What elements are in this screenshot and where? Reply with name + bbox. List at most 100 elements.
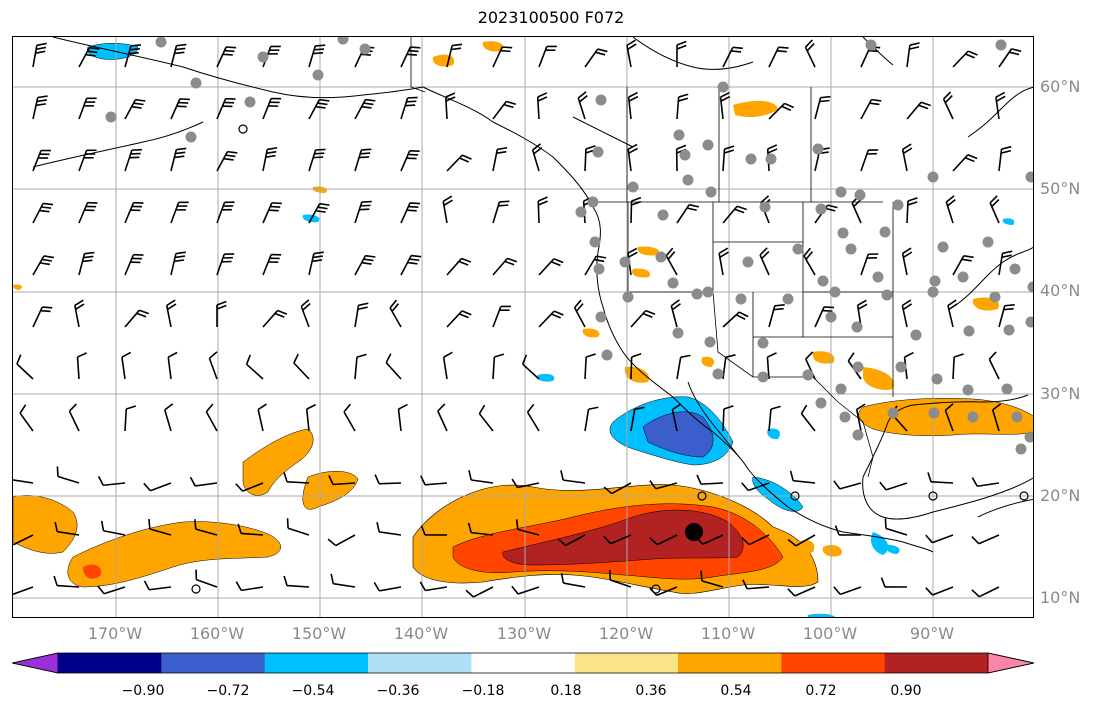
wind-barb xyxy=(240,532,264,536)
wind-barb-feather xyxy=(631,352,642,358)
wind-barb xyxy=(208,358,218,380)
station-dot xyxy=(829,286,841,298)
wind-barb-feather xyxy=(991,198,1000,208)
wind-barb-feather xyxy=(391,303,400,312)
station-dot xyxy=(595,94,607,106)
wind-barb-feather xyxy=(265,154,276,159)
wind-barb-feather xyxy=(35,103,47,107)
wind-barb-feather xyxy=(271,202,282,205)
wind-barb-feather xyxy=(965,53,975,59)
wind-barb-feather xyxy=(667,251,676,260)
wind-barb-feather xyxy=(804,39,813,48)
wind-barb-feather xyxy=(227,150,238,154)
wind-barb-feather xyxy=(452,43,463,47)
lat-label-30n: 30°N xyxy=(1040,384,1081,403)
wind-barb xyxy=(57,475,80,484)
wind-barb xyxy=(839,482,862,490)
colorbar-outline xyxy=(12,652,1035,674)
wind-barb-feather xyxy=(686,207,697,212)
station-dot xyxy=(817,275,829,287)
wind-barb-feather xyxy=(53,575,58,586)
wind-barb-feather xyxy=(781,105,792,112)
wind-barb-feather xyxy=(627,143,638,150)
wind-barb-feather xyxy=(847,352,855,362)
station-dot xyxy=(865,39,877,51)
wind-barb xyxy=(397,409,402,432)
station-dot xyxy=(854,189,866,201)
wind-barb-feather xyxy=(19,404,27,414)
station-dot xyxy=(852,361,864,373)
wind-barb-feather xyxy=(533,147,543,155)
wind-barb-feather xyxy=(385,353,392,364)
wind-barb-feather xyxy=(274,312,285,318)
wind-barb xyxy=(584,409,590,432)
wind-barb xyxy=(795,534,816,547)
wind-barb-feather xyxy=(767,148,778,154)
wind-barb-feather xyxy=(907,201,918,206)
wind-barb-feather xyxy=(947,299,957,307)
wind-barb xyxy=(522,363,540,380)
wind-barb xyxy=(794,586,816,597)
station-dot xyxy=(1024,431,1033,443)
station-dot xyxy=(757,371,769,383)
lon-label-150w: 150°W xyxy=(291,624,347,643)
wind-barb xyxy=(103,529,126,536)
wind-barb-feather xyxy=(879,481,887,491)
wind-barb xyxy=(57,530,80,536)
wind-barb-feather xyxy=(405,104,416,107)
wind-barb-feather xyxy=(189,476,196,487)
wind-barb-feather xyxy=(853,198,862,208)
wind-barb-feather xyxy=(389,299,398,309)
wind-barb xyxy=(425,586,448,592)
wind-barb-feather xyxy=(680,354,691,359)
wind-barb-feather xyxy=(136,312,147,318)
wind-barb-feather xyxy=(499,200,510,203)
station-dot xyxy=(673,129,685,141)
wind-barb-feather xyxy=(176,147,187,151)
wind-barb-feather xyxy=(787,538,797,547)
station-dot xyxy=(1001,383,1013,395)
wind-barb xyxy=(121,357,126,380)
wind-barb xyxy=(379,531,402,536)
wind-barb-feather xyxy=(944,403,954,411)
wind-barb-feather xyxy=(560,573,565,584)
wind-barb-feather xyxy=(408,49,419,53)
wind-barb-feather xyxy=(461,154,472,160)
wind-barb xyxy=(885,482,908,491)
wind-barb-feather xyxy=(880,577,886,588)
wind-barb-feather xyxy=(237,523,242,534)
wind-barb-feather xyxy=(494,353,505,358)
wind-barb xyxy=(478,413,494,432)
wind-barb-feather xyxy=(358,302,369,307)
wind-barb-feather xyxy=(56,466,59,477)
wind-barb-feather xyxy=(143,580,150,591)
wind-barb-feather xyxy=(443,351,453,358)
wind-barb-feather xyxy=(314,48,325,51)
wind-barb xyxy=(76,356,80,380)
wind-barb-feather xyxy=(39,209,50,213)
wind-barb xyxy=(257,409,264,432)
wind-barb-feather xyxy=(676,44,687,50)
wind-barb-feather xyxy=(360,53,371,56)
wind-barb-feather xyxy=(902,251,913,259)
station-dot xyxy=(672,327,684,339)
wind-barb-feather xyxy=(778,46,789,49)
wind-barb-feather xyxy=(497,146,508,151)
wind-barb-feather xyxy=(179,98,190,101)
wind-barb-feather xyxy=(719,251,729,258)
wind-barb-feather xyxy=(857,299,867,306)
wind-barb-feather xyxy=(36,42,47,47)
wind-barb xyxy=(611,482,632,495)
wind-barb xyxy=(167,357,172,380)
wind-barb-feather xyxy=(995,91,1006,98)
wind-barb-feather xyxy=(628,95,639,102)
wind-barb-feather xyxy=(130,44,142,47)
colorbar-segment xyxy=(58,653,162,673)
wind-barb-feather xyxy=(54,521,59,532)
wind-barb-feather xyxy=(869,102,880,106)
wind-barb-feather xyxy=(770,405,781,410)
colorbar-segment xyxy=(884,653,989,673)
wind-barb-feather xyxy=(319,202,330,206)
station-dot xyxy=(312,69,324,81)
wind-barb-feather xyxy=(407,261,418,265)
